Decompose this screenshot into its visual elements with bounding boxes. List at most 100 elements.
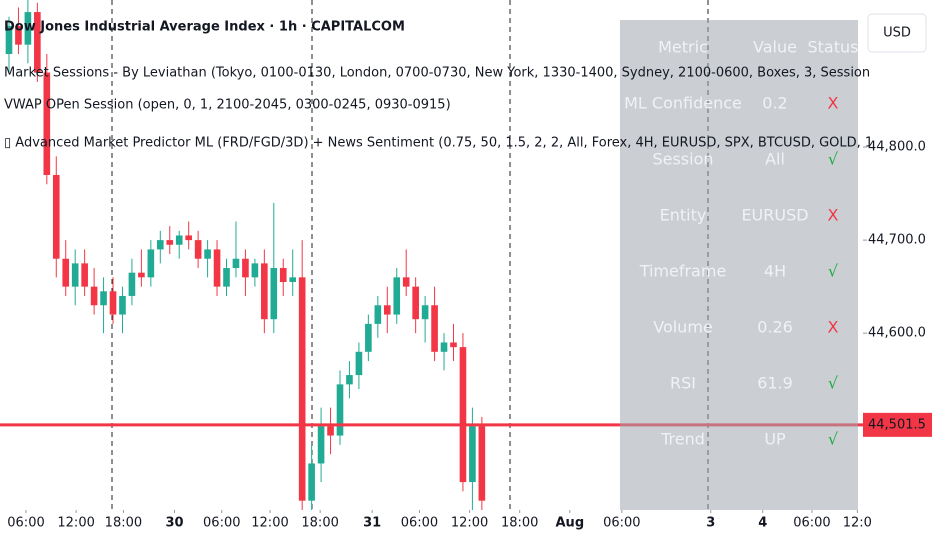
x-tick-label: Aug — [556, 516, 585, 531]
candle-body — [109, 291, 117, 315]
plot-area — [0, 0, 863, 510]
x-tick-label: 4 — [758, 516, 767, 531]
x-tick-label: 06:00 — [603, 516, 640, 531]
x-tick-label: 12:00 — [251, 516, 288, 531]
candle-body — [450, 342, 457, 348]
table-cell: 4H — [764, 262, 786, 281]
candle-body — [412, 286, 419, 320]
candle-body — [355, 351, 363, 376]
candle-body — [100, 291, 107, 306]
x-tick-label: 30 — [165, 516, 183, 531]
last-price-label: 44,501.5 — [868, 417, 926, 432]
candle-body — [308, 463, 315, 501]
y-tick-label: 44,700.0 — [868, 233, 926, 248]
table-cell: ML Confidence — [624, 94, 742, 113]
candle-body — [383, 305, 391, 315]
candle-body — [204, 249, 211, 259]
candle-body — [402, 277, 410, 287]
x-tick-label: 06:00 — [401, 516, 438, 531]
currency[interactable]: USD — [883, 26, 911, 41]
candle-body — [213, 249, 221, 287]
table-header: Metric — [658, 38, 708, 57]
table-cell: All — [765, 150, 785, 169]
candle-body — [185, 235, 192, 241]
table-status: √ — [828, 150, 839, 169]
candle-body — [81, 263, 88, 287]
legend: Dow Jones Industrial Average Index · 1h … — [4, 20, 932, 151]
candle-body — [431, 305, 438, 352]
candle-body — [336, 384, 344, 436]
candle-body — [365, 323, 372, 352]
candle-body — [251, 263, 259, 278]
candle-body — [166, 240, 174, 245]
candle-body — [71, 263, 79, 287]
table-cell: 0.26 — [757, 318, 793, 337]
candle-body — [298, 277, 306, 501]
table-status: X — [828, 206, 839, 225]
table-header: Value — [753, 38, 797, 57]
candle-body — [393, 277, 401, 315]
candle-body — [440, 342, 448, 352]
candle-body — [261, 263, 268, 320]
candle-body — [232, 258, 240, 269]
table-cell: EURUSD — [741, 206, 808, 225]
table-status: X — [828, 94, 839, 113]
time-axis-bg — [0, 510, 932, 550]
indicator: ▯ Advanced Market Predictor ML (FRD/FGD/… — [4, 136, 932, 151]
candle-body — [5, 26, 13, 54]
x-tick-label: 06:00 — [7, 516, 44, 531]
table-cell: RSI — [670, 374, 696, 393]
x-tick-label: 18:00 — [501, 516, 538, 531]
candle-body — [242, 258, 249, 278]
candle-body — [194, 240, 202, 259]
candle-body — [156, 240, 164, 250]
x-tick-label: 12:0 — [843, 516, 872, 531]
table-status: √ — [828, 374, 839, 393]
last-price-tag — [863, 412, 932, 437]
candle-body — [15, 26, 22, 45]
candle-body — [469, 426, 476, 483]
table-background — [620, 20, 858, 510]
candle-body — [147, 249, 155, 278]
candle-body — [374, 305, 382, 324]
candle-body — [62, 258, 70, 287]
table-cell: Entity — [660, 206, 707, 225]
candle-body — [279, 268, 287, 282]
candle-body — [317, 426, 325, 464]
candle-body — [459, 347, 467, 483]
y-tick-label: 44,800.0 — [868, 140, 926, 155]
candle-body — [90, 286, 98, 306]
candle-body — [478, 426, 486, 501]
table-cell: Timeframe — [639, 262, 727, 281]
table-cell: Trend — [660, 430, 705, 449]
x-tick-label: 3 — [706, 516, 715, 531]
table-status: √ — [828, 262, 839, 281]
candle-body — [52, 174, 60, 259]
candle-body — [138, 272, 145, 278]
candle-body — [421, 305, 429, 320]
metrics-table: Metric Value Status ML Confidence 0.2 X Sessio… — [620, 20, 858, 510]
y-tick-label: 44,600.0 — [868, 326, 926, 341]
table-status: X — [828, 318, 839, 337]
table-header: Status — [808, 38, 859, 57]
candle-body — [327, 426, 334, 436]
candle-body — [119, 295, 126, 315]
x-tick-label: 06:00 — [203, 516, 240, 531]
candle-body — [128, 272, 136, 296]
candle-body — [43, 72, 51, 175]
x-tick-label: 12:00 — [57, 516, 94, 531]
candle-body — [34, 12, 41, 73]
table-cell: 61.9 — [757, 374, 793, 393]
x-tick-label: 18:00 — [301, 516, 338, 531]
candle-body — [175, 235, 183, 245]
table-cell: 0.2 — [762, 94, 787, 113]
candle-body — [346, 375, 353, 385]
price-axis-bg — [863, 0, 932, 550]
candle-body — [24, 12, 32, 45]
indicator: Market Sessions - By Leviathan (Tokyo, 0… — [4, 66, 932, 81]
currency-button[interactable] — [867, 13, 927, 53]
x-tick-label: 31 — [363, 516, 381, 531]
table-cell: Session — [652, 150, 713, 169]
